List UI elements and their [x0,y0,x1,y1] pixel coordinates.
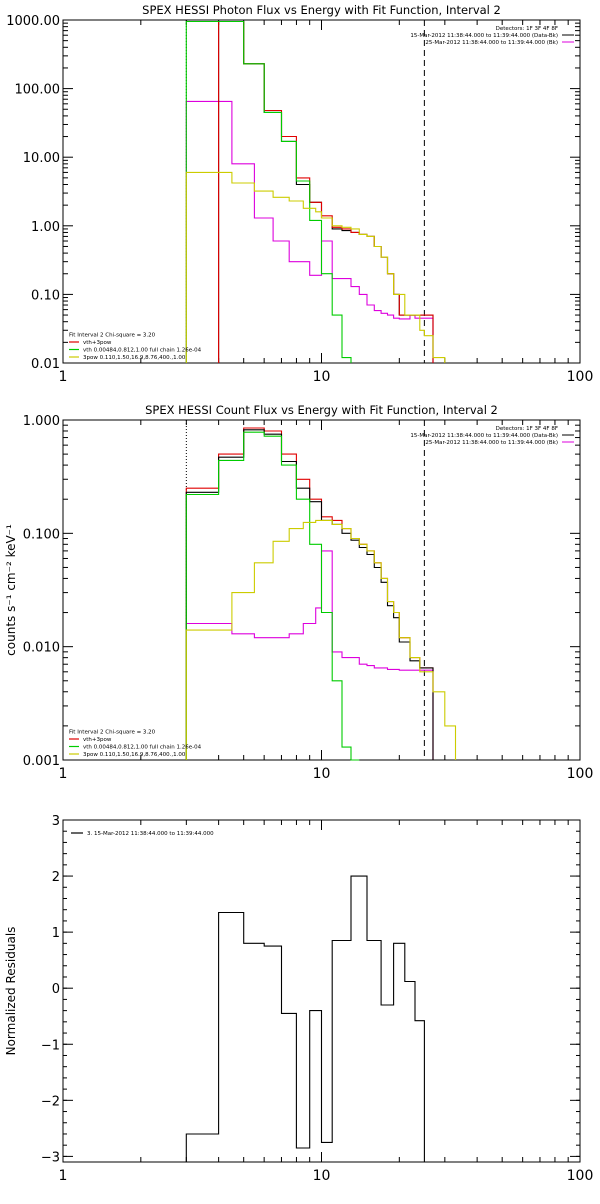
legend-top-right-text: 15-Mar-2012 11:38:44.000 to 11:39:44.000… [410,433,558,439]
y-tick-label: 0.010 [23,641,60,656]
legend-entry-text: 3pow 0.110,1.50,16.9,8.76,400.,1.00 [83,752,186,758]
legend-top-right-text: 15-Mar-2012 11:38:44.000 to 11:39:44.000… [410,33,558,39]
x-tick-label: 1 [59,369,68,385]
x-tick-label: 100 [567,369,594,385]
series-vth-line [185,20,352,363]
y-tick-label: 3 [52,814,60,829]
series-pow-line [185,519,457,760]
y-tick-label: 0.001 [23,754,60,769]
legend-entry-text: vth 0.00484,0.812,1.00 full chain 1.26e-… [83,745,202,751]
y-tick-label: −3 [41,1150,60,1165]
plot-frame [62,19,581,364]
series-pow-line [185,171,446,363]
legend-entry-text: 3. 15-Mar-2012 11:38:44.000 to 11:39:44.… [87,831,214,837]
series-total-line [218,20,434,363]
legend-fit-summary: Fit Interval 2 Chi-square = 3.20 [69,333,156,339]
x-tick-label: 1 [59,1168,68,1184]
series-vth_3pow-line [218,20,434,363]
series-bk-line [185,100,434,363]
legend-top-right-text: 25-Mar-2012 11:38:44.000 to 11:39:44.000… [425,440,558,446]
series-vth-line [185,431,360,761]
y-tick-label: −1 [41,1038,60,1053]
series-total-line [185,875,425,1162]
legend-entry-text: 3pow 0.110,1.50,16.9,8.76,400.,1.00 [83,355,186,361]
y-tick-label: 0.100 [23,527,60,542]
y-tick-label: 1 [52,926,60,941]
legend-top-right-text: Detectors: 1F 3F 4F 8F [496,426,558,432]
y-tick-label: 1.000 [23,414,60,429]
y-tick-label: 10.00 [23,151,60,166]
y-tick-label: 0 [52,982,60,997]
legend-top-right-text: 25-Mar-2012 11:38:44.000 to 11:39:44.000… [425,40,558,46]
chart-title: SPEX HESSI Count Flux vs Energy with Fit… [145,403,498,417]
y-tick-label: 100.00 [15,83,61,98]
y-tick-label: 1000.00 [6,14,60,29]
x-tick-label: 100 [567,1168,594,1184]
y-tick-label: 0.10 [31,288,60,303]
x-tick-label: 1 [59,766,68,782]
y-axis-label: counts s⁻¹ cm⁻² keV⁻¹ [4,524,18,656]
chart-title: SPEX HESSI Photon Flux vs Energy with Fi… [142,3,501,17]
legend-fit-summary: Fit Interval 2 Chi-square = 3.20 [69,730,156,736]
legend-entry-text: vth 0.00484,0.812,1.00 full chain 1.26e-… [83,348,202,354]
x-tick-label: 100 [567,766,594,782]
x-tick-label: 10 [313,766,331,782]
y-tick-label: 1.00 [31,220,60,235]
chart-panel-2: SPEX HESSI Count Flux vs Energy with Fit… [4,403,593,782]
y-tick-label: 0.01 [31,357,60,372]
x-tick-label: 10 [313,369,331,385]
y-tick-label: −2 [41,1094,60,1109]
y-tick-label: 2 [52,870,60,885]
chart-panel-1: SPEX HESSI Photon Flux vs Energy with Fi… [6,3,593,385]
legend-entry-text: vth+3pow [83,737,112,743]
series-vth_3pow-line [185,427,434,760]
legend-top-right-text: Detectors: 1F 3F 4F 8F [496,26,558,32]
series-bk-line [185,550,434,760]
y-axis-label: Normalized Residuals [4,927,18,1056]
x-tick-label: 10 [313,1168,331,1184]
legend-entry-text: vth+3pow [83,340,112,346]
